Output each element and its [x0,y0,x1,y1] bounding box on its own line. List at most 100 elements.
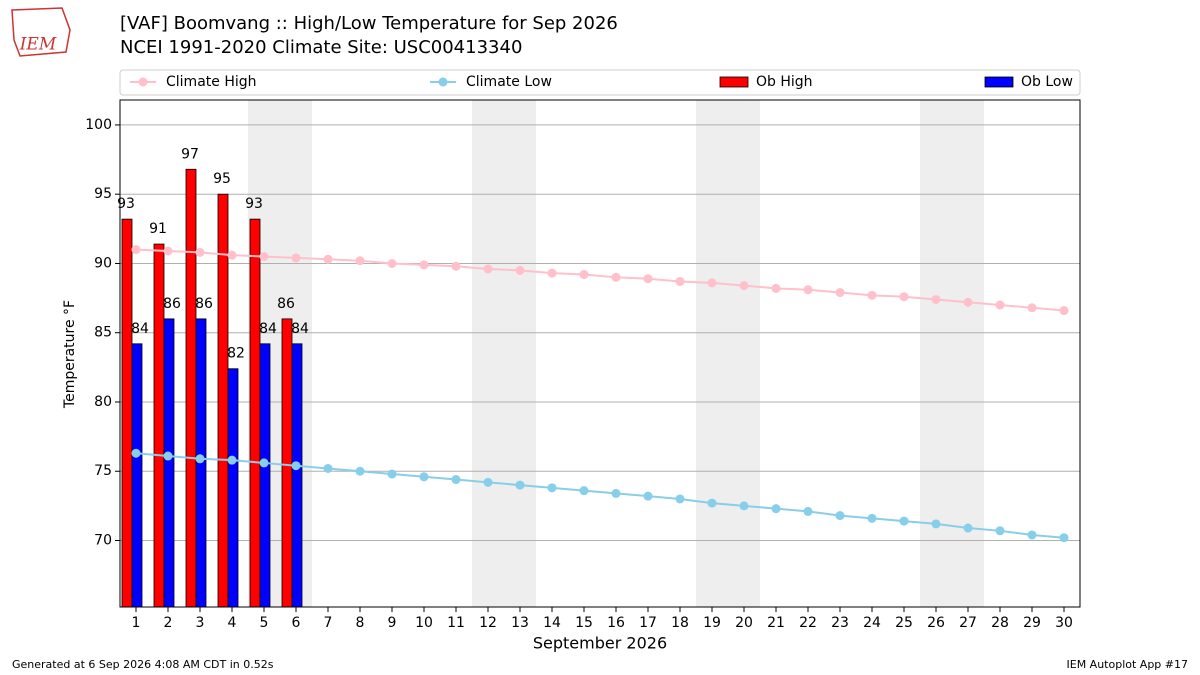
line [135,248,1065,312]
point [419,472,429,482]
point [1027,530,1037,540]
point [451,475,461,485]
point [899,516,909,526]
logo-outline [11,7,71,57]
data-label: 86 [163,296,181,312]
point [483,264,493,274]
x-tick-label: 17 [639,615,657,631]
point [227,455,237,465]
footer-left: Generated at 6 Sep 2026 4:08 AM CDT in 0… [12,658,274,671]
data-label: 97 [181,146,199,162]
x-tick-label: 3 [196,615,205,631]
legend-label: Ob Low [1021,74,1073,90]
point [707,278,717,288]
bar [227,368,239,608]
y-tick-label: 90 [94,255,112,271]
legend-swatch [984,76,1014,88]
point [515,265,525,275]
x-tick-label: 6 [292,615,301,631]
point [579,270,589,280]
point [611,488,621,498]
x-tick-label: 27 [959,615,977,631]
legend-label: Ob High [756,74,813,90]
bar [259,343,271,608]
x-tick-label: 23 [831,615,849,631]
point [291,253,301,263]
point [995,526,1005,536]
weekend-band [728,100,760,607]
point [835,288,845,298]
point [739,501,749,511]
x-tick-label: 7 [324,615,333,631]
x-tick-label: 14 [543,615,561,631]
x-tick-label: 1 [132,615,141,631]
point [195,454,205,464]
point [963,297,973,307]
bar [217,193,229,608]
x-tick-label: 28 [991,615,1009,631]
y-tick-label: 95 [94,186,112,202]
bar [185,168,197,608]
data-label: 82 [227,346,245,362]
point [931,519,941,529]
point [803,506,813,516]
point [579,486,589,496]
point [931,294,941,304]
bar [121,218,133,608]
bar [291,343,303,608]
x-tick-label: 9 [388,615,397,631]
data-label: 91 [149,221,167,237]
point [675,494,685,504]
data-label: 93 [117,196,135,212]
legend-label: Climate Low [466,74,552,90]
point [419,260,429,270]
point [1059,533,1069,543]
bar [249,218,261,608]
point [771,504,781,514]
legend-box [119,69,1081,96]
point [803,285,813,295]
bar [281,318,293,608]
y-tick-label: 70 [94,533,112,549]
point [387,258,397,268]
point [163,246,173,256]
point [771,283,781,293]
x-tick-label: 25 [895,615,913,631]
point [355,256,365,266]
point [131,245,141,255]
point [131,448,141,458]
y-tick-label: 80 [94,394,112,410]
weekend-band [504,100,536,607]
x-tick-label: 30 [1055,615,1073,631]
x-tick-label: 4 [228,615,237,631]
point [515,480,525,490]
point [195,247,205,257]
point [675,276,685,286]
x-tick-label: 5 [260,615,269,631]
y-tick-label: 85 [94,325,112,341]
x-tick-label: 2 [164,615,173,631]
chart-title: [VAF] Boomvang :: High/Low Temperature f… [120,13,618,34]
x-tick-label: 12 [479,615,497,631]
x-tick-label: 22 [799,615,817,631]
data-label: 86 [195,296,213,312]
point [259,458,269,468]
weekend-band [472,100,504,607]
point [355,466,365,476]
point [867,513,877,523]
weekend-band [952,100,984,607]
point [547,483,557,493]
point [707,498,717,508]
data-label: 95 [213,171,231,187]
point [963,523,973,533]
point [547,268,557,278]
x-tick-label: 10 [415,615,433,631]
x-tick-label: 8 [356,615,365,631]
point [899,292,909,302]
point [835,511,845,521]
point [611,272,621,282]
point [1059,306,1069,316]
x-tick-label: 13 [511,615,529,631]
x-tick-label: 18 [671,615,689,631]
